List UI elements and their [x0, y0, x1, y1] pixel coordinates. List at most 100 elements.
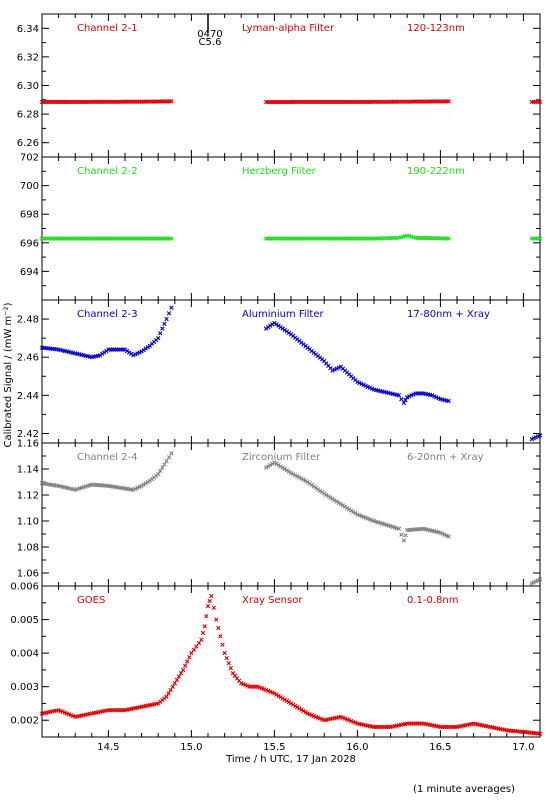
data-point	[446, 99, 451, 104]
panel-filter-label: Xray Sensor	[242, 595, 303, 606]
panel-frame	[41, 156, 541, 301]
data-point	[202, 624, 207, 629]
data-point	[297, 706, 302, 711]
panel-5: 0.002 0.003 0.004 0.005 0.006 GOES Xray Sensor…	[10, 582, 543, 738]
data-point	[178, 671, 184, 676]
data-point	[164, 459, 169, 464]
data-point	[189, 650, 194, 656]
data-point	[160, 326, 165, 331]
panel-3: 2.42 2.44 2.46 2.48 Channel 2-3 Aluminium Fil…	[17, 299, 543, 444]
data-point	[158, 331, 163, 336]
panel-4: 1.06 1.08 1.10 1.12 1.14 1.16 Channel 2-4 Zirco…	[17, 439, 543, 587]
panel-1: 6.26 6.28 6.30 6.32 6.34 Channel 2-1 Lyman-alp…	[17, 13, 543, 158]
panel-filter-label: Zirconium Filter	[242, 452, 321, 463]
data-point	[299, 707, 304, 712]
y-tick-label: 0.004	[10, 649, 39, 660]
data-point	[218, 634, 223, 639]
data-point	[299, 476, 304, 481]
data-point	[169, 305, 174, 310]
data-point	[224, 655, 229, 661]
flare-marker-label-1: 0470	[197, 29, 222, 40]
data-point	[176, 674, 182, 679]
data-point	[222, 650, 227, 656]
panel-band-label: 190-222nm	[407, 166, 465, 177]
x-tick-label: 14.5	[97, 742, 119, 753]
data-point	[272, 691, 277, 696]
data-point	[211, 605, 216, 610]
data-point	[286, 699, 292, 705]
y-tick-label: 1.12	[17, 491, 39, 502]
y-tick-label: 6.28	[17, 110, 39, 121]
data-point	[537, 433, 543, 438]
data-point	[226, 660, 231, 666]
data-point	[172, 681, 177, 686]
data-point	[292, 703, 298, 709]
y-tick-label: 1.08	[17, 543, 39, 554]
panel-band-label: 6-20nm + Xray	[407, 452, 484, 463]
data-point	[228, 666, 234, 671]
series-points	[39, 305, 543, 442]
data-point	[182, 663, 188, 668]
data-point	[194, 644, 199, 649]
data-point	[214, 617, 219, 622]
data-point	[160, 465, 165, 470]
data-point	[166, 691, 171, 696]
y-tick-label: 2.46	[17, 353, 39, 364]
data-point	[297, 475, 302, 480]
data-point	[303, 478, 308, 484]
series-points	[39, 99, 543, 105]
y-tick-label: 702	[20, 153, 39, 164]
data-point	[166, 311, 172, 316]
data-point	[180, 667, 186, 673]
y-tick-label: 696	[20, 238, 39, 249]
data-point	[164, 694, 169, 699]
series-points	[39, 593, 543, 736]
y-tick-label: 1.16	[17, 439, 39, 450]
data-point	[537, 577, 543, 582]
data-point	[166, 455, 172, 460]
data-point	[174, 677, 180, 683]
y-tick-label: 6.26	[17, 138, 39, 149]
data-point	[162, 321, 167, 327]
data-point	[156, 472, 161, 477]
x-tick-label: 15.5	[263, 742, 285, 753]
data-point	[396, 393, 402, 398]
data-point	[292, 472, 298, 478]
panel-channel-label: Channel 2-1	[77, 23, 138, 34]
data-point	[446, 398, 451, 404]
y-tick-label: 6.34	[17, 24, 39, 35]
panel-filter-label: Herzberg Filter	[242, 166, 317, 177]
data-point	[187, 655, 192, 660]
data-point	[401, 538, 407, 543]
y-tick-label: 694	[20, 267, 39, 278]
y-tick-label: 6.30	[17, 81, 39, 92]
footnote: (1 minute averages)	[413, 784, 515, 795]
panel-frame	[41, 13, 541, 158]
data-point	[284, 698, 290, 704]
data-point	[169, 99, 174, 104]
y-tick-label: 0.006	[10, 582, 39, 593]
data-point	[274, 692, 279, 697]
data-point	[169, 451, 174, 456]
y-tick-label: 2.42	[17, 429, 39, 440]
data-point	[164, 316, 169, 322]
y-tick-label: 0.003	[10, 682, 39, 693]
y-tick-label: 1.10	[17, 517, 39, 528]
panel-channel-label: Channel 2-4	[77, 452, 138, 463]
panel-filter-label: Lyman-alpha Filter	[242, 23, 335, 34]
data-point	[169, 236, 174, 241]
panel-band-label: 17-80nm + Xray	[407, 309, 490, 320]
data-point	[209, 593, 214, 599]
x-tick-label: 15.0	[180, 742, 202, 753]
data-point	[295, 705, 300, 710]
y-tick-label: 698	[20, 210, 39, 221]
series-points	[39, 233, 543, 241]
data-point	[537, 731, 543, 736]
data-point	[396, 526, 402, 531]
data-point	[403, 533, 408, 538]
data-point	[301, 708, 306, 714]
panel-channel-label: Channel 2-3	[77, 309, 138, 320]
data-point	[156, 335, 161, 341]
x-tick-label: 17.0	[512, 742, 534, 753]
